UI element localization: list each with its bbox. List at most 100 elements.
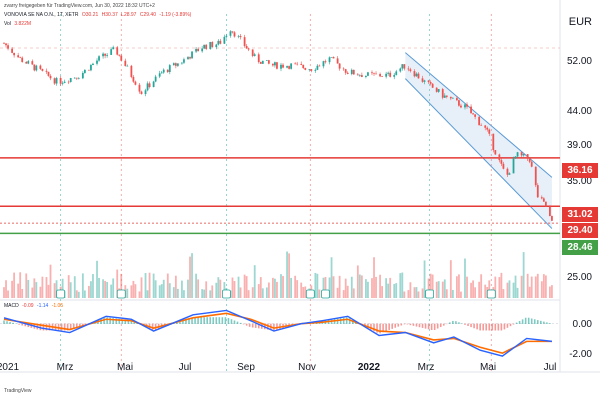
macd-histogram-bar bbox=[251, 323, 254, 328]
candle-body bbox=[174, 63, 177, 66]
macd-histogram-bar bbox=[512, 323, 515, 325]
volume-bar bbox=[403, 291, 406, 298]
candle-body bbox=[488, 129, 491, 134]
volume-bar bbox=[41, 276, 44, 298]
channel-fill bbox=[405, 52, 552, 229]
macd-histogram-bar bbox=[424, 323, 427, 329]
candle-body bbox=[365, 75, 367, 77]
macd-signal-value: -1.05 bbox=[51, 303, 64, 309]
candle-body bbox=[484, 125, 487, 128]
macd-histogram-bar bbox=[182, 320, 184, 324]
volume-bar bbox=[478, 281, 481, 298]
candle-body bbox=[358, 75, 361, 76]
volume-bar bbox=[443, 279, 446, 298]
volume-bar bbox=[162, 279, 165, 298]
volume-bar bbox=[132, 280, 135, 298]
candle-body bbox=[237, 35, 240, 37]
candle-body bbox=[146, 83, 149, 91]
volume-bar bbox=[53, 283, 56, 298]
volume-bar bbox=[261, 288, 264, 298]
candle-body bbox=[352, 69, 355, 75]
volume-bar bbox=[542, 274, 545, 298]
volume-bar bbox=[352, 288, 355, 298]
ohlc-high: H30.37 bbox=[101, 12, 118, 18]
candle-body bbox=[219, 40, 222, 44]
price-tag-28-46: 28.46 bbox=[562, 240, 598, 255]
candle-body bbox=[464, 104, 466, 108]
volume-bar bbox=[191, 253, 193, 298]
macd-histogram-bar bbox=[376, 323, 378, 333]
macd-histogram-bar bbox=[430, 323, 433, 331]
volume-bar bbox=[322, 277, 325, 298]
macd-legend[interactable]: MACD -0.09 -1.14 -1.05 bbox=[4, 303, 65, 309]
candle-body bbox=[183, 59, 185, 63]
macd-histogram-bar bbox=[549, 323, 551, 324]
candle-body bbox=[381, 76, 383, 77]
volume-bar bbox=[544, 275, 547, 298]
macd-histogram-bar bbox=[521, 319, 524, 324]
volume-bar bbox=[183, 290, 185, 298]
candle-body bbox=[276, 62, 278, 69]
candle-body bbox=[53, 78, 56, 84]
volume-bar bbox=[203, 289, 206, 298]
macd-histogram-bar bbox=[109, 317, 111, 324]
candle-body bbox=[522, 154, 525, 156]
candle-body bbox=[172, 63, 175, 66]
candle-body bbox=[344, 69, 347, 73]
volume-bar bbox=[237, 276, 240, 298]
volume-bar bbox=[472, 280, 474, 298]
macd-histogram-bar bbox=[509, 323, 512, 327]
price-tag-36-16: 36.16 bbox=[562, 163, 598, 178]
volume-bar bbox=[154, 280, 157, 298]
currency-label: EUR bbox=[568, 16, 592, 28]
volume-bar bbox=[474, 287, 477, 298]
tradingview-logo[interactable]: TradingView bbox=[4, 388, 32, 394]
candle-body bbox=[166, 69, 169, 73]
price-tag-29-40: 29.40 bbox=[562, 223, 598, 238]
volume-bar bbox=[431, 274, 434, 298]
macd-histogram-bar bbox=[273, 323, 275, 331]
candle-body bbox=[371, 72, 373, 74]
candle-body bbox=[55, 77, 58, 84]
volume-bar bbox=[534, 276, 537, 298]
candle-body bbox=[421, 78, 424, 82]
volume-bar bbox=[286, 251, 288, 298]
volume-bar bbox=[158, 285, 161, 298]
macd-histogram-bar bbox=[248, 323, 251, 327]
candle-body bbox=[314, 69, 317, 71]
candle-body bbox=[41, 68, 44, 71]
volume-bar bbox=[88, 285, 90, 298]
volume-bar bbox=[456, 276, 458, 298]
candle-body bbox=[427, 80, 430, 83]
candle-body bbox=[245, 45, 248, 49]
candle-body bbox=[407, 68, 410, 70]
candle-body bbox=[126, 65, 129, 67]
candle-body bbox=[520, 152, 523, 156]
candle-body bbox=[544, 201, 547, 207]
volume-bar bbox=[520, 275, 523, 298]
macd-histogram-bar bbox=[345, 317, 348, 324]
volume-bar bbox=[140, 277, 143, 298]
volume-bar bbox=[375, 276, 377, 298]
volume-bar bbox=[314, 272, 317, 298]
volume-bar bbox=[33, 278, 36, 298]
volume-bar bbox=[251, 287, 254, 298]
volume-bar bbox=[282, 276, 284, 298]
candle-body bbox=[195, 48, 197, 52]
volume-bar bbox=[253, 265, 256, 298]
volume-legend[interactable]: Vol 3.822M bbox=[4, 21, 33, 27]
candle-body bbox=[257, 54, 260, 62]
macd-histogram-bar bbox=[200, 317, 202, 324]
y-tick-44: 44.00 bbox=[566, 106, 592, 117]
candle-body bbox=[536, 185, 539, 198]
macd-histogram-bar bbox=[467, 323, 469, 326]
candle-body bbox=[104, 53, 106, 56]
volume-bar bbox=[395, 283, 398, 298]
symbol-legend[interactable]: VONOVIA SE NA O.N., 1T, XETR O30.21 H30.… bbox=[4, 12, 193, 18]
macd-histogram-bar bbox=[72, 323, 75, 330]
candle-body bbox=[296, 63, 299, 65]
volume-bar bbox=[356, 265, 359, 298]
macd-tick-0: 0.00 bbox=[572, 319, 592, 330]
candle-body bbox=[3, 43, 5, 44]
macd-histogram-bar bbox=[103, 317, 105, 324]
